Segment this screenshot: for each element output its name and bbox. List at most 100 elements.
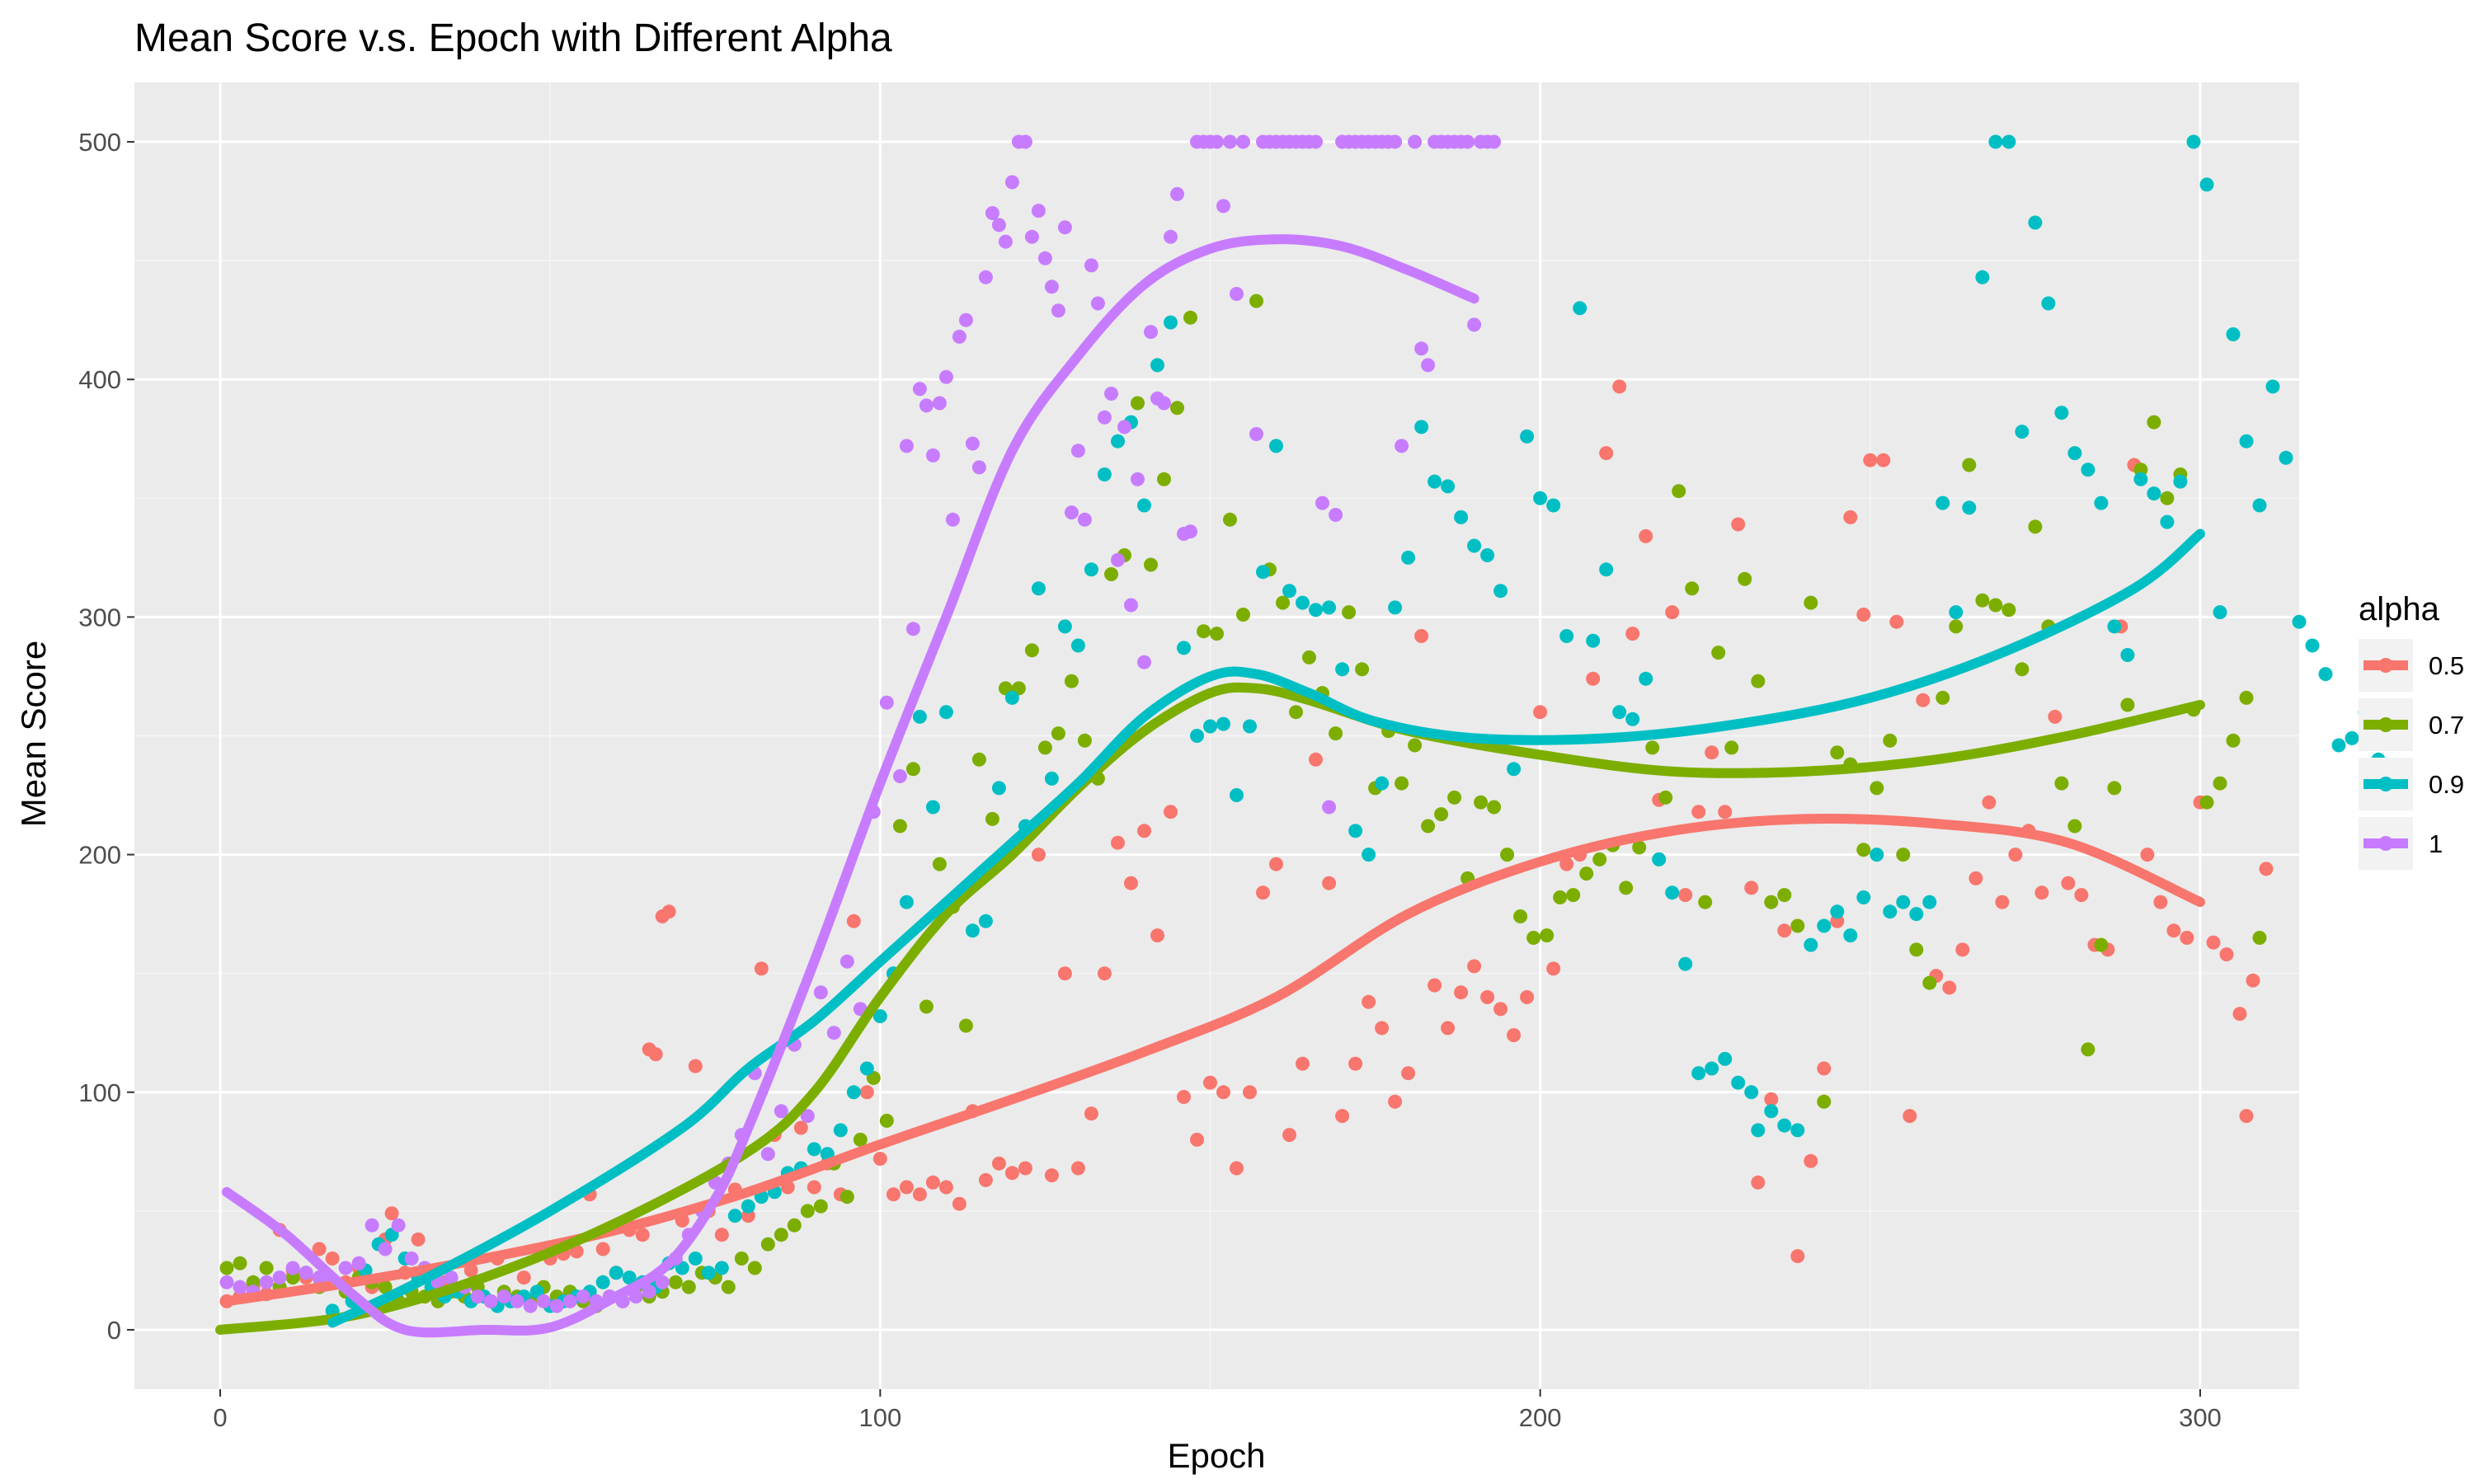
data-point xyxy=(299,1266,313,1280)
data-point xyxy=(219,1261,234,1275)
data-point xyxy=(259,1261,274,1275)
data-point xyxy=(1177,641,1191,655)
data-point xyxy=(312,1242,327,1256)
data-point xyxy=(826,1026,841,1040)
data-point xyxy=(2173,474,2188,489)
data-point xyxy=(833,1123,848,1138)
data-point xyxy=(971,460,986,475)
data-point xyxy=(1309,134,1323,149)
data-point xyxy=(1665,885,1680,900)
data-point xyxy=(787,1218,802,1233)
data-point xyxy=(899,439,914,453)
data-point xyxy=(774,1228,788,1242)
data-point xyxy=(905,622,920,636)
data-point xyxy=(1817,918,1832,933)
data-point xyxy=(1183,310,1197,325)
data-point xyxy=(2120,697,2135,712)
data-point xyxy=(1375,776,1390,791)
data-point xyxy=(1090,296,1105,311)
data-point xyxy=(661,904,676,919)
legend-key-point xyxy=(2378,777,2393,791)
data-point xyxy=(1414,341,1429,356)
data-point xyxy=(1540,928,1554,943)
data-point xyxy=(1804,595,1818,610)
data-point xyxy=(1863,453,1878,467)
data-point xyxy=(1427,474,1442,489)
data-point xyxy=(1329,508,1343,522)
data-point xyxy=(1064,505,1079,520)
data-point xyxy=(1243,1085,1257,1100)
data-point xyxy=(2259,862,2274,876)
data-point xyxy=(727,1209,742,1223)
data-point xyxy=(1230,788,1244,802)
data-point xyxy=(2232,1007,2247,1021)
data-point xyxy=(378,1280,393,1294)
data-point xyxy=(1296,1056,1310,1071)
data-point xyxy=(655,1275,670,1289)
data-point xyxy=(1830,745,1845,760)
data-point xyxy=(2061,876,2076,890)
data-point xyxy=(2279,450,2293,465)
data-point xyxy=(2180,931,2194,945)
data-point xyxy=(1777,888,1792,903)
data-point xyxy=(1131,472,1145,486)
data-point xyxy=(734,1252,749,1266)
chart-title: Mean Score v.s. Epoch with Different Alp… xyxy=(134,16,892,60)
data-point xyxy=(483,1294,498,1308)
data-point xyxy=(1057,619,1072,634)
data-point xyxy=(1975,593,1990,608)
data-point xyxy=(2048,709,2062,724)
data-point xyxy=(1962,458,1977,472)
data-point xyxy=(285,1261,300,1275)
data-point xyxy=(2252,498,2267,513)
data-point xyxy=(1408,134,1423,149)
data-point xyxy=(648,1047,663,1062)
data-point xyxy=(2034,885,2049,900)
data-point xyxy=(1315,495,1329,510)
data-point xyxy=(1507,762,1522,777)
data-point xyxy=(1335,1109,1350,1124)
axis-ticks: 0 100 200 300 0 100 200 300 400 500 xyxy=(78,128,2222,1432)
data-point xyxy=(925,1175,940,1190)
data-point xyxy=(1190,729,1204,743)
data-point xyxy=(846,1085,861,1100)
data-point xyxy=(714,1261,729,1275)
smooth-line-0.7 xyxy=(215,682,2205,1335)
data-point xyxy=(1678,956,1693,971)
data-point xyxy=(1064,674,1079,688)
data-point xyxy=(1513,909,1528,923)
data-point xyxy=(1031,204,1046,218)
data-point xyxy=(1744,881,1759,895)
x-tick-label: 100 xyxy=(858,1403,901,1432)
data-point xyxy=(1665,605,1680,620)
legend-label: 0.9 xyxy=(2429,770,2464,799)
data-point xyxy=(1164,229,1178,244)
data-point xyxy=(1790,918,1805,933)
data-point xyxy=(1388,134,1403,149)
data-point xyxy=(846,913,861,928)
data-point xyxy=(991,1156,1006,1171)
data-point xyxy=(1520,429,1535,444)
legend-key-point xyxy=(2378,658,2393,673)
data-point xyxy=(2015,662,2030,677)
data-point xyxy=(1639,671,1653,686)
data-point xyxy=(1070,1161,1085,1176)
data-point xyxy=(1157,472,1171,486)
data-point xyxy=(1230,287,1244,301)
data-point xyxy=(2094,495,2109,510)
data-point xyxy=(807,1142,821,1157)
data-point xyxy=(958,312,973,327)
y-tick-label: 400 xyxy=(78,365,121,394)
data-point xyxy=(1586,633,1601,648)
data-point xyxy=(1817,1094,1832,1109)
data-point xyxy=(905,762,920,777)
data-point xyxy=(1111,835,1125,850)
data-point xyxy=(1395,776,1409,791)
data-point xyxy=(635,1228,650,1242)
data-point xyxy=(2199,177,2214,192)
data-point xyxy=(1236,608,1250,622)
data-point xyxy=(1467,317,1482,332)
data-point xyxy=(595,1275,610,1289)
data-point xyxy=(1269,439,1283,453)
data-point xyxy=(1276,595,1290,610)
